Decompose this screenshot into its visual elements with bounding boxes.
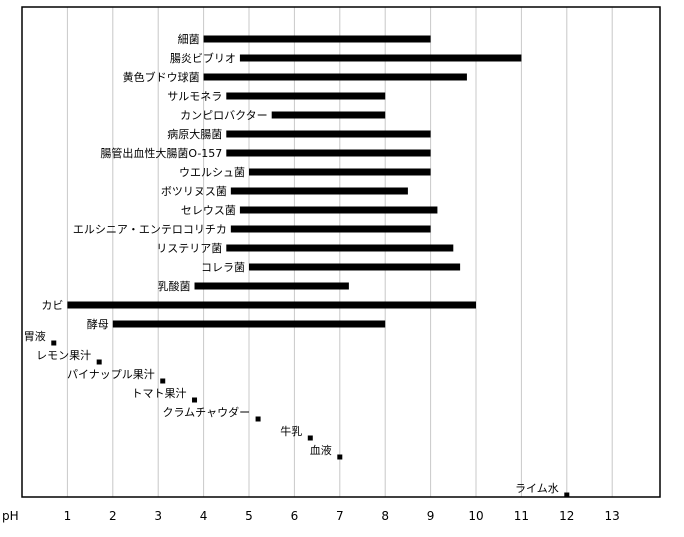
range-bar bbox=[239, 206, 438, 214]
range-label: ウエルシュ菌 bbox=[179, 166, 245, 179]
range-bar bbox=[226, 92, 386, 100]
range-bar bbox=[249, 168, 431, 176]
x-tick-label: 11 bbox=[514, 509, 529, 523]
grid bbox=[66, 7, 613, 497]
range-label: セレウス菌 bbox=[181, 204, 236, 217]
range-bar bbox=[112, 320, 386, 328]
range-bar bbox=[249, 263, 461, 271]
point-marker bbox=[96, 359, 102, 365]
point-marker bbox=[255, 416, 261, 422]
range-label: 腸炎ビブリオ bbox=[170, 51, 236, 65]
range-label: 病原大腸菌 bbox=[167, 127, 222, 141]
range-label: エルシニア・エンテロコリチカ bbox=[73, 223, 227, 236]
point-marker bbox=[337, 454, 343, 460]
point-label: レモン果汁 bbox=[36, 349, 91, 362]
range-label: 腸管出血性大腸菌O-157 bbox=[100, 146, 222, 160]
point-label: 血液 bbox=[310, 443, 332, 457]
x-tick-label: 13 bbox=[605, 509, 620, 523]
range-label: カンピロバクター bbox=[180, 109, 268, 122]
range-bar bbox=[203, 73, 467, 81]
range-bar bbox=[226, 244, 454, 252]
range-label: リステリア菌 bbox=[156, 242, 222, 255]
range-bars bbox=[67, 35, 522, 328]
x-axis-ticks: 1 2 3 4 5 6 7 8 9 10 11 12 13 bbox=[64, 509, 620, 523]
x-tick-label: 12 bbox=[559, 509, 574, 523]
plot-frame bbox=[21, 6, 661, 498]
x-tick-label: 10 bbox=[468, 509, 483, 523]
point-label: ライム水 bbox=[515, 482, 559, 495]
x-axis-label: pH bbox=[2, 509, 19, 523]
point-label: 牛乳 bbox=[280, 424, 302, 438]
range-bar bbox=[226, 149, 431, 157]
point-label: クラムチャウダー bbox=[163, 405, 251, 419]
x-tick-label: 8 bbox=[381, 509, 389, 523]
point-markers bbox=[51, 340, 570, 498]
range-label: 細菌 bbox=[178, 33, 200, 46]
point-marker bbox=[192, 397, 198, 403]
range-bar bbox=[230, 187, 408, 195]
range-label: 黄色ブドウ球菌 bbox=[123, 70, 200, 84]
x-tick-label: 3 bbox=[154, 509, 162, 523]
x-tick-label: 7 bbox=[336, 509, 344, 523]
range-bar bbox=[226, 130, 431, 138]
point-marker bbox=[51, 340, 57, 346]
point-marker bbox=[564, 492, 570, 498]
range-bar bbox=[239, 54, 522, 62]
x-tick-label: 6 bbox=[291, 509, 299, 523]
x-tick-label: 5 bbox=[245, 509, 253, 523]
range-label: 酵母 bbox=[87, 318, 109, 331]
range-label: サルモネラ bbox=[167, 90, 222, 103]
range-bar bbox=[67, 301, 477, 309]
range-bar bbox=[194, 282, 349, 290]
point-label: トマト果汁 bbox=[132, 387, 187, 400]
point-label: 胃液 bbox=[24, 329, 46, 343]
range-label: コレラ菌 bbox=[201, 261, 245, 274]
point-marker bbox=[307, 435, 313, 441]
range-bar bbox=[230, 225, 431, 233]
range-label: 乳酸菌 bbox=[158, 279, 191, 293]
x-tick-label: 1 bbox=[64, 509, 72, 523]
x-tick-label: 4 bbox=[200, 509, 208, 523]
range-label: ボツリヌス菌 bbox=[161, 185, 227, 198]
range-bar bbox=[271, 111, 386, 119]
category-labels: 細菌腸炎ビブリオ黄色ブドウ球菌サルモネラカンピロバクター病原大腸菌腸管出血性大腸… bbox=[24, 33, 559, 495]
point-label: パイナップル果汁 bbox=[67, 368, 155, 381]
x-tick-label: 9 bbox=[427, 509, 435, 523]
range-label: カビ bbox=[41, 299, 63, 312]
range-bar bbox=[203, 35, 431, 43]
point-marker bbox=[160, 378, 166, 384]
x-tick-label: 2 bbox=[109, 509, 117, 523]
